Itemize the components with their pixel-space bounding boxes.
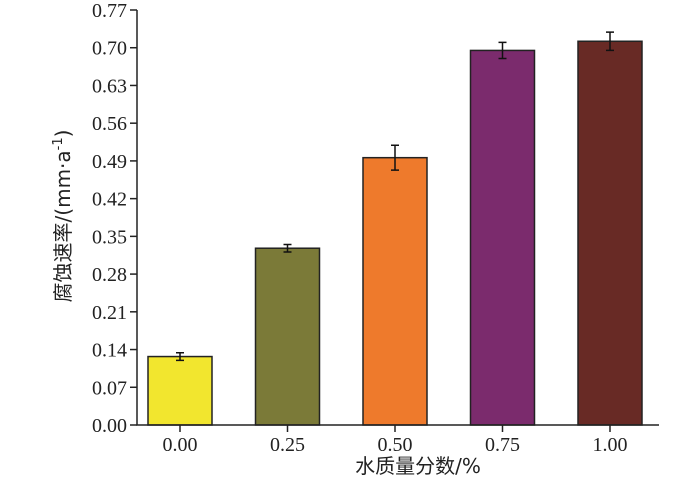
y-tick-label-2: 0.14 [92,340,127,362]
bar-0 [147,355,213,426]
y-tick-label-11: 0.77 [92,0,127,22]
y-tick-label-5: 0.35 [92,226,127,248]
y-axis-title-main: 腐蚀速率/(mm·a [51,150,75,302]
x-axis-title: 水质量分数/% [355,454,481,478]
y-axis-title: 腐蚀速率/(mm·a-1) [51,130,75,303]
x-tick-label-2: 0.50 [378,434,413,456]
y-tick-label-10: 0.70 [92,38,127,60]
bar-3 [469,49,536,426]
y-tick-label-7: 0.49 [92,151,127,173]
bar-1 [254,247,321,426]
x-tick-label-0: 0.00 [163,434,198,456]
error-bar-3 [498,41,507,60]
bar-4 [577,40,643,426]
y-tick-label-6: 0.42 [92,189,127,211]
y-axis-title-close: ) [51,130,75,138]
y-axis: 0.00 0.07 0.14 0.21 0.28 0.35 0.42 0.49 0.56 0.63… [92,0,137,437]
y-tick-label-4: 0.28 [92,264,127,286]
y-tick-label-8: 0.56 [92,113,127,135]
x-tick-label-4: 1.00 [593,434,628,456]
axis-frame [136,10,659,426]
bar-2 [362,156,428,426]
error-bar-2 [391,144,399,171]
error-bar-0 [176,352,184,362]
bars [147,31,643,426]
error-bar-1 [283,243,292,253]
y-axis-title-sup: -1 [51,137,66,150]
x-axis: 0.00 0.25 0.50 0.75 1.00 [163,425,628,456]
y-tick-label-1: 0.07 [92,377,127,399]
y-tick-label-9: 0.63 [92,75,127,97]
x-tick-label-3: 0.75 [485,434,520,456]
x-tick-label-1: 0.25 [270,434,305,456]
error-bar-4 [606,31,614,52]
y-tick-label-3: 0.21 [92,302,127,324]
y-tick-label-0: 0.00 [92,415,127,437]
